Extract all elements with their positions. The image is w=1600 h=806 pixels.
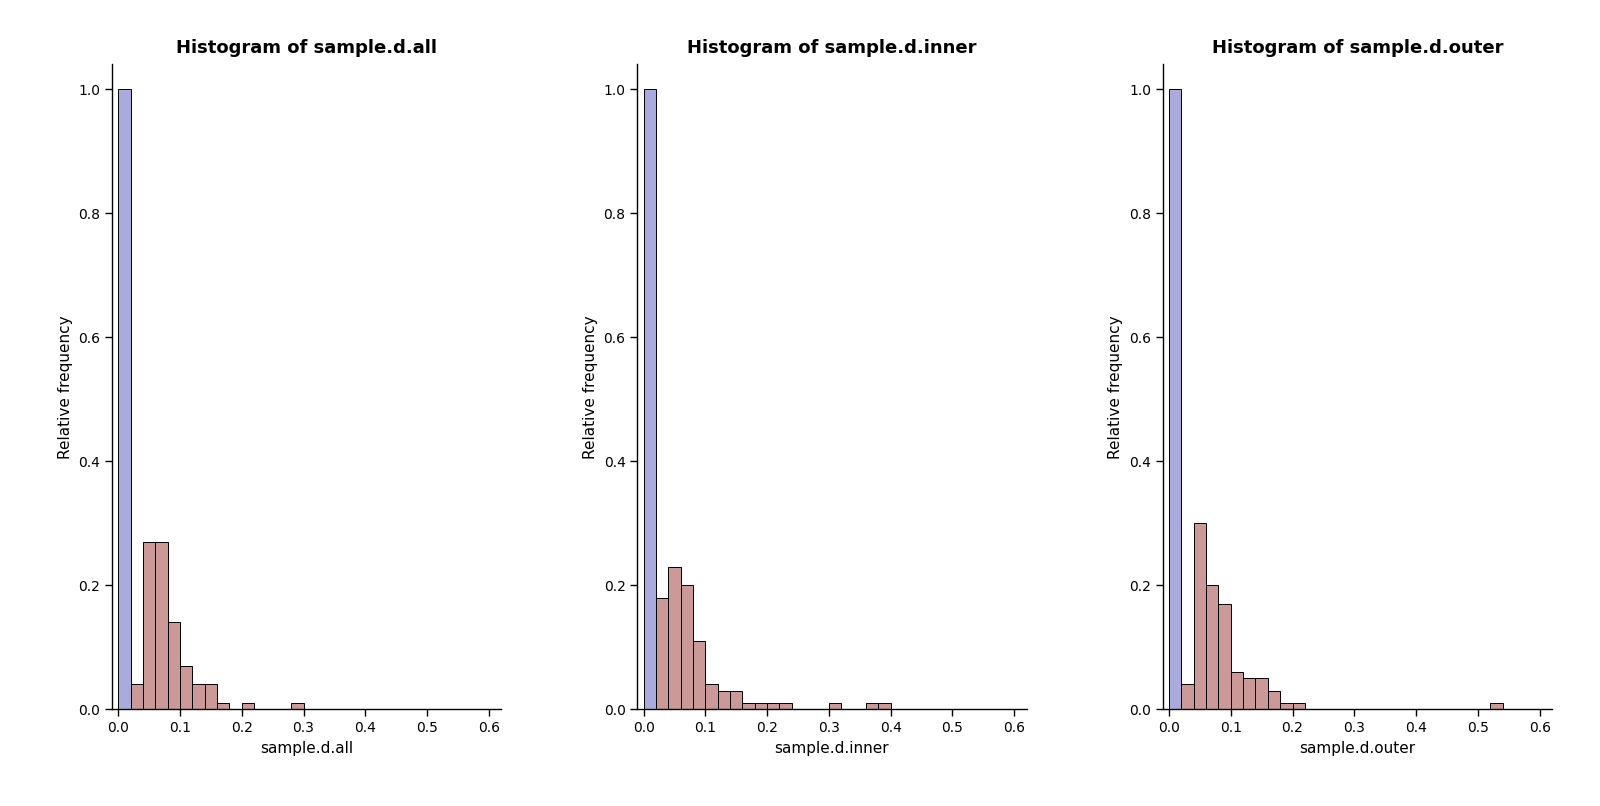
Bar (218, 703, 229, 709)
Bar (718, 691, 730, 709)
Bar (1206, 585, 1219, 709)
Bar (669, 567, 680, 709)
Bar (1267, 691, 1280, 709)
X-axis label: sample.d.inner: sample.d.inner (774, 741, 890, 756)
Bar (1293, 703, 1306, 709)
X-axis label: sample.d.outer: sample.d.outer (1299, 741, 1416, 756)
Bar (1243, 679, 1256, 709)
Bar (291, 703, 304, 709)
Bar (680, 585, 693, 709)
Bar (1219, 604, 1230, 709)
Bar (1181, 684, 1194, 709)
Bar (766, 703, 779, 709)
Bar (656, 598, 669, 709)
X-axis label: sample.d.all: sample.d.all (261, 741, 354, 756)
Bar (192, 684, 205, 709)
Title: Histogram of sample.d.inner: Histogram of sample.d.inner (688, 39, 976, 57)
Bar (755, 703, 766, 709)
Bar (1194, 523, 1206, 709)
Bar (730, 691, 742, 709)
Y-axis label: Relative frequency: Relative frequency (582, 315, 598, 459)
Bar (878, 703, 891, 709)
Bar (1170, 89, 1181, 709)
Bar (118, 89, 131, 709)
Bar (242, 703, 254, 709)
Bar (779, 703, 792, 709)
Y-axis label: Relative frequency: Relative frequency (1109, 315, 1123, 459)
Bar (168, 622, 179, 709)
Bar (1280, 703, 1293, 709)
Bar (155, 542, 168, 709)
Bar (142, 542, 155, 709)
Bar (643, 89, 656, 709)
Bar (179, 666, 192, 709)
Title: Histogram of sample.d.all: Histogram of sample.d.all (176, 39, 437, 57)
Bar (1256, 679, 1267, 709)
Bar (205, 684, 218, 709)
Bar (1230, 672, 1243, 709)
Bar (131, 684, 142, 709)
Y-axis label: Relative frequency: Relative frequency (58, 315, 72, 459)
Bar (866, 703, 878, 709)
Bar (706, 684, 718, 709)
Bar (1490, 703, 1502, 709)
Title: Histogram of sample.d.outer: Histogram of sample.d.outer (1211, 39, 1502, 57)
Bar (742, 703, 755, 709)
Bar (693, 641, 706, 709)
Bar (829, 703, 842, 709)
